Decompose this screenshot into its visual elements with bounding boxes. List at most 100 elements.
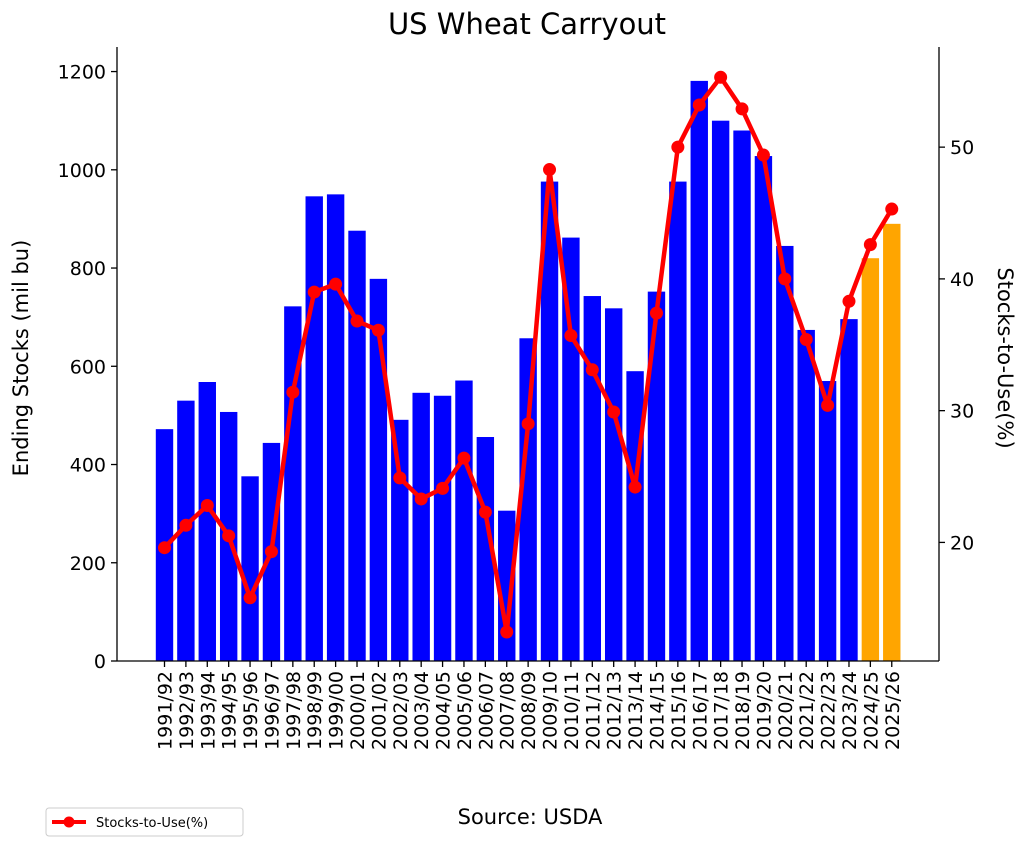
x-tick-label: 1995/96	[240, 671, 262, 750]
x-tick-label: 1991/92	[155, 671, 177, 750]
point-2024-25	[863, 238, 877, 252]
x-tick-label: 2011/12	[582, 671, 604, 750]
point-2001-02	[371, 323, 385, 337]
x-tick-label: 1999/00	[326, 671, 348, 750]
point-2019-20	[756, 148, 770, 162]
point-2023-24	[842, 294, 856, 308]
bar-2016-17	[690, 80, 708, 661]
x-tick-label: 2022/23	[818, 671, 840, 750]
bar-2019-20	[754, 156, 773, 662]
x-tick-label: 2007/08	[497, 671, 519, 750]
right-tick-label: 50	[950, 137, 974, 159]
bar-2000-01	[348, 230, 366, 661]
x-tick-label: 2014/15	[646, 671, 668, 750]
point-2004-05	[436, 481, 450, 495]
point-2008-09	[521, 417, 535, 431]
bar-2009-10	[540, 181, 559, 661]
bar-2024-25	[861, 258, 880, 661]
legend-label: Stocks-to-Use(%)	[96, 816, 208, 831]
x-tick-label: 2008/09	[518, 671, 540, 750]
bar-2025-26	[883, 223, 901, 661]
left-axis-ticks: 0 200 400 600 800 1000 1200	[58, 62, 117, 673]
point-2006-07	[478, 505, 492, 519]
x-tick-label: 2019/20	[753, 671, 775, 750]
x-tick-label: 2005/06	[454, 671, 476, 750]
point-2013-14	[628, 480, 642, 494]
bar-2005-06	[455, 380, 473, 661]
source-note: Source: USDA	[458, 805, 603, 829]
x-tick-label: 2025/26	[882, 671, 904, 750]
x-tick-label: 2023/24	[839, 671, 861, 750]
x-tick-label: 2013/14	[625, 671, 647, 750]
point-2018-19	[735, 102, 749, 116]
left-tick-label: 0	[94, 651, 106, 673]
point-2003-04	[414, 492, 428, 506]
bar-2014-15	[647, 291, 666, 661]
point-2012-13	[607, 405, 621, 419]
point-2002-03	[393, 471, 407, 485]
bar-2020-21	[776, 245, 794, 661]
point-1997-98	[286, 385, 300, 399]
right-tick-label: 30	[950, 401, 974, 423]
left-tick-label: 1000	[58, 160, 106, 182]
point-2005-06	[457, 451, 471, 465]
point-2011-12	[585, 363, 599, 377]
x-tick-label: 1997/98	[283, 671, 305, 750]
bar-2007-08	[498, 510, 516, 661]
left-axis-title: Ending Stocks (mil bu)	[9, 240, 33, 477]
x-tick-label: 1996/97	[261, 671, 283, 750]
left-tick-label: 1200	[58, 62, 106, 84]
left-tick-label: 400	[70, 455, 106, 477]
point-1999-00	[329, 277, 343, 291]
point-2020-21	[778, 272, 792, 286]
x-tick-label: 2018/19	[732, 671, 754, 750]
point-2017-18	[714, 70, 728, 84]
bar-1998-99	[305, 196, 323, 661]
bar-2017-18	[711, 120, 730, 662]
right-tick-label: 40	[950, 269, 974, 291]
x-tick-label: 2015/16	[668, 671, 690, 750]
point-1992-93	[179, 518, 193, 532]
bar-2022-23	[818, 381, 837, 661]
point-1998-99	[307, 285, 321, 299]
x-tick-label: 2004/05	[433, 671, 455, 750]
point-1996-97	[264, 545, 278, 559]
x-tick-label: 2010/11	[561, 671, 583, 750]
point-2022-23	[821, 398, 835, 412]
point-2000-01	[350, 314, 364, 328]
x-axis-ticks: 1991/92 1992/93 1993/94 1994/95 1995/96 1996/…	[155, 661, 904, 750]
bar-2006-07	[476, 437, 495, 661]
x-tick-label: 1992/93	[176, 671, 198, 750]
point-1993-94	[200, 499, 214, 513]
bar-2021-22	[797, 329, 815, 661]
x-tick-label: 2024/25	[860, 671, 882, 750]
x-tick-label: 2000/01	[347, 671, 369, 750]
left-tick-label: 200	[70, 553, 106, 575]
x-tick-label: 2016/17	[689, 671, 711, 750]
point-1995-96	[243, 591, 257, 605]
bar-2004-05	[433, 395, 452, 661]
bar-1995-96	[241, 476, 259, 661]
bar-1993-94	[198, 382, 216, 661]
bar-2018-19	[733, 130, 751, 661]
point-2025-26	[885, 202, 899, 216]
x-tick-label: 2001/02	[368, 671, 390, 750]
x-tick-label: 2020/21	[775, 671, 797, 750]
point-2010-11	[564, 329, 578, 343]
left-tick-label: 600	[70, 356, 106, 378]
legend-box	[45, 807, 244, 837]
bar-2012-13	[604, 308, 623, 661]
x-tick-label: 2021/22	[796, 671, 818, 750]
legend: Stocks-to-Use(%)	[45, 807, 244, 837]
point-1991-92	[158, 541, 171, 555]
x-tick-label: 1998/99	[304, 671, 326, 750]
x-tick-label: 1994/95	[219, 671, 241, 750]
x-tick-label: 2009/10	[540, 671, 562, 750]
point-2021-22	[799, 333, 813, 347]
right-axis-title: Stocks-to-Use(%)	[993, 267, 1017, 448]
bar-series	[155, 80, 901, 662]
point-2009-10	[543, 163, 557, 177]
point-1994-95	[222, 529, 236, 543]
x-tick-label: 2012/13	[604, 671, 626, 750]
bar-2013-14	[626, 371, 644, 661]
